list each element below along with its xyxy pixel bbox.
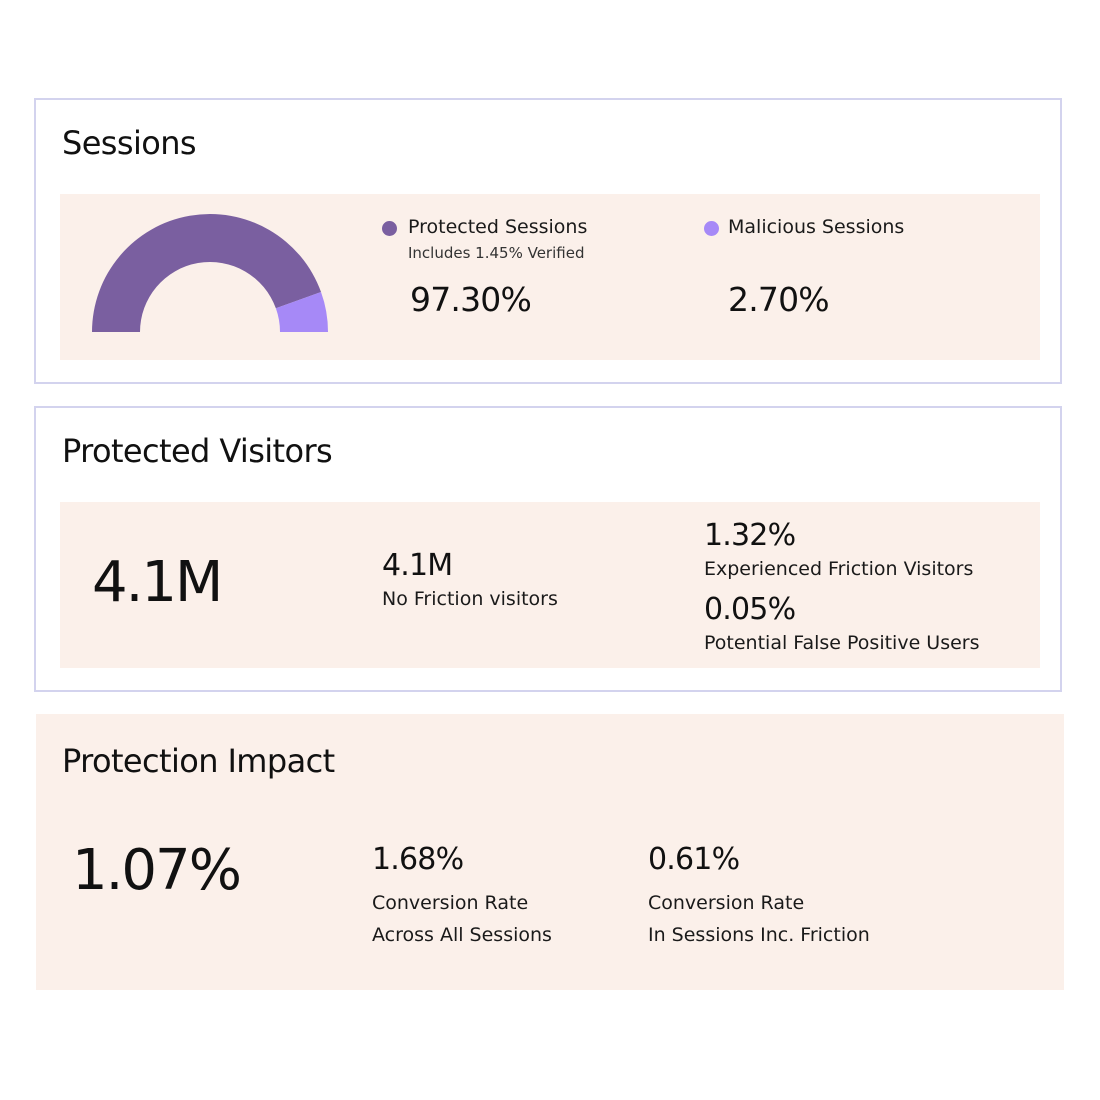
friction-label: Experienced Friction Visitors — [704, 558, 974, 580]
friction-sessions-label-line1: Conversion Rate — [648, 892, 805, 914]
friction-sessions-label-line2: In Sessions Inc. Friction — [648, 924, 870, 946]
no-friction-label: No Friction visitors — [382, 588, 558, 610]
sessions-panel: Protected Sessions Includes 1.45% Verifi… — [60, 194, 1040, 360]
no-friction-value: 4.1M — [382, 548, 453, 583]
malicious-sessions-arc — [275, 292, 328, 332]
sessions-half-donut-chart — [92, 214, 328, 332]
visitors-card: Protected Visitors 4.1M 4.1M No Friction… — [34, 406, 1062, 692]
friction-sessions-value: 0.61% — [648, 842, 740, 877]
all-sessions-label-line2: Across All Sessions — [372, 924, 552, 946]
malicious-sessions-dot-icon — [704, 221, 719, 236]
protected-sessions-label: Protected Sessions — [408, 216, 588, 238]
sessions-card: Sessions Protected Sessions Includes 1.4… — [34, 98, 1062, 384]
false-positive-label: Potential False Positive Users — [704, 632, 980, 654]
false-positive-value: 0.05% — [704, 592, 796, 627]
protected-sessions-value: 97.30% — [410, 280, 532, 319]
impact-total-value: 1.07% — [72, 838, 242, 903]
malicious-sessions-label: Malicious Sessions — [728, 216, 905, 238]
visitors-panel: 4.1M 4.1M No Friction visitors 1.32% Exp… — [60, 502, 1040, 668]
friction-value: 1.32% — [704, 518, 796, 553]
malicious-sessions-value: 2.70% — [728, 280, 830, 319]
protected-sessions-dot-icon — [382, 221, 397, 236]
all-sessions-label-line1: Conversion Rate — [372, 892, 529, 914]
all-sessions-value: 1.68% — [372, 842, 464, 877]
impact-title: Protection Impact — [62, 742, 335, 780]
sessions-title: Sessions — [62, 124, 197, 162]
visitors-title: Protected Visitors — [62, 432, 333, 470]
visitors-total-value: 4.1M — [92, 550, 223, 615]
protected-sessions-sublabel: Includes 1.45% Verified — [408, 244, 585, 262]
protected-sessions-arc — [92, 214, 322, 332]
impact-card: Protection Impact 1.07% 1.68% Conversion… — [36, 714, 1064, 990]
